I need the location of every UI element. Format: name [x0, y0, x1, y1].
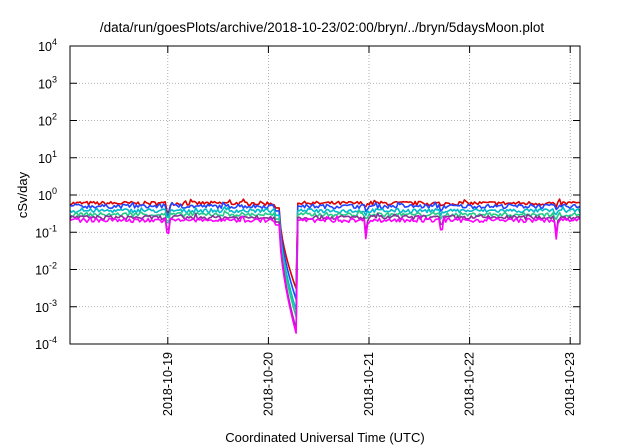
series-line-4 — [69, 209, 581, 318]
x-tick-label: 2018-10-22 — [463, 352, 477, 416]
x-tick-label: 2018-10-19 — [161, 352, 175, 416]
x-tick-label: 2018-10-23 — [563, 352, 577, 416]
series-line-3 — [69, 206, 581, 311]
chart-title: /data/run/goesPlots/archive/2018-10-23/0… — [100, 20, 545, 35]
series-line-1 — [69, 198, 580, 290]
grid — [70, 46, 580, 344]
series-line-6 — [69, 215, 581, 334]
series-line-5 — [69, 212, 581, 330]
y-tick-label: 101 — [38, 149, 57, 166]
y-tick-label: 10-2 — [35, 261, 57, 278]
y-axis-label: cSv/day — [15, 171, 30, 218]
series-lines — [69, 198, 581, 334]
y-tick-label: 104 — [38, 37, 57, 54]
x-axis-label: Coordinated Universal Time (UTC) — [225, 430, 424, 445]
y-tick-label: 10-3 — [35, 298, 57, 315]
x-tick-label: 2018-10-20 — [261, 352, 275, 416]
y-tick-label: 103 — [38, 74, 57, 91]
y-tick-label: 10-1 — [35, 223, 57, 240]
x-tick-label: 2018-10-21 — [362, 352, 376, 416]
y-tick-label: 102 — [38, 112, 57, 129]
y-tick-label: 100 — [38, 186, 57, 203]
series-line-2 — [69, 201, 581, 301]
ticks: 10-4 10-3 10-2 10-1 100 101 102 103 104 2018-10-1… — [35, 37, 580, 416]
y-tick-label: 10-4 — [35, 335, 57, 352]
